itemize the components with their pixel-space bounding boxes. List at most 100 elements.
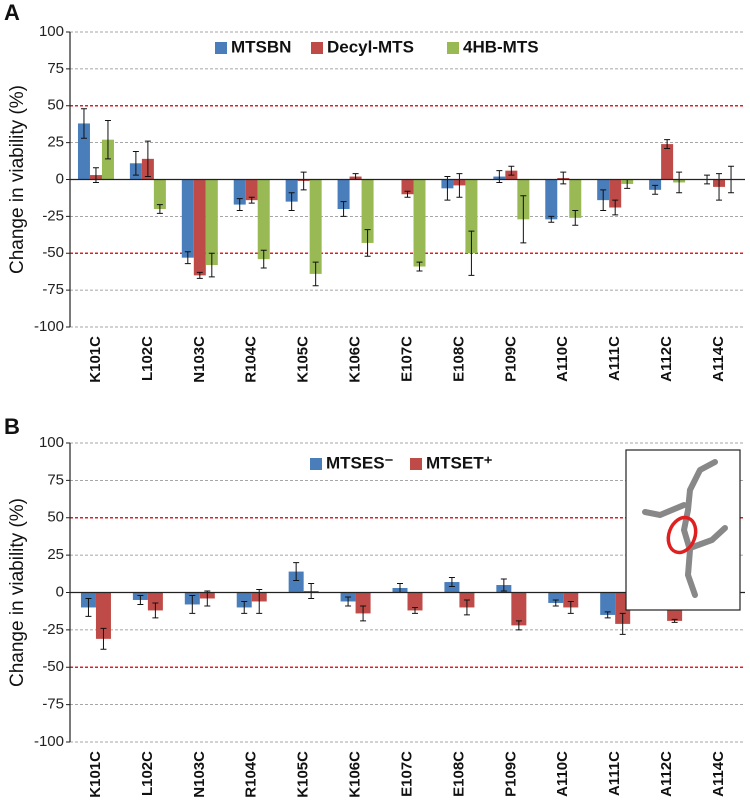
error-bar — [500, 578, 507, 592]
x-tick-label: E108C — [450, 336, 467, 382]
legend-swatch — [215, 42, 227, 54]
legend-label: MTSBN — [231, 37, 291, 56]
error-bar — [293, 562, 300, 582]
y-tick-label: -25 — [42, 621, 64, 638]
bar — [288, 571, 304, 593]
error-bar — [600, 189, 607, 211]
bar — [257, 179, 270, 260]
bar — [511, 592, 527, 626]
bar — [95, 592, 111, 639]
bar — [361, 179, 374, 243]
error-bar — [604, 611, 611, 619]
error-bar — [137, 594, 144, 605]
error-bar — [716, 173, 723, 201]
y-tick-label: -75 — [42, 696, 64, 713]
y-tick-label: 75 — [47, 60, 64, 77]
y-axis-title: Change in viability (%) — [7, 85, 28, 274]
y-tick-label: -75 — [42, 281, 64, 298]
error-bar — [288, 192, 295, 211]
error-bar — [208, 252, 215, 278]
legend-swatch — [410, 458, 422, 470]
error-bar — [248, 196, 255, 204]
bar — [309, 179, 322, 274]
error-bar — [256, 589, 263, 614]
x-tick-label: E107C — [398, 336, 415, 382]
x-tick-label: A112C — [658, 336, 675, 382]
inset-structure — [642, 459, 728, 598]
x-tick-label: N103C — [191, 751, 208, 798]
error-bar — [664, 139, 671, 150]
error-bar — [80, 108, 87, 139]
error-bar — [104, 120, 111, 160]
legend-label: MTSES⁻ — [326, 453, 394, 472]
legend-swatch — [447, 42, 459, 54]
bar — [355, 592, 371, 614]
error-bar — [448, 577, 455, 588]
error-bar — [364, 229, 371, 257]
error-bar — [496, 170, 503, 183]
y-tick-label: -100 — [34, 733, 64, 750]
panel-label: A — [4, 0, 20, 25]
error-bar — [308, 583, 315, 599]
bar — [245, 179, 258, 201]
y-tick-label: 25 — [47, 546, 64, 563]
y-tick-label: 0 — [56, 583, 64, 600]
error-bar — [156, 204, 163, 214]
x-tick-label: L102C — [139, 751, 156, 796]
bar — [563, 592, 579, 608]
x-tick-label: K105C — [295, 751, 312, 798]
error-bar — [671, 618, 678, 623]
error-bar — [85, 597, 92, 617]
x-tick-label: K101C — [87, 336, 104, 383]
error-bar — [572, 209, 579, 226]
error-bar — [456, 173, 463, 198]
y-tick-label: 0 — [56, 170, 64, 187]
y-tick-label: -100 — [34, 318, 64, 335]
y-tick-label: -50 — [42, 658, 64, 675]
error-bar — [520, 195, 527, 244]
legend-label: 4HB-MTS — [463, 37, 539, 56]
panel-label: B — [4, 414, 20, 439]
error-bar — [196, 271, 203, 279]
inset — [625, 449, 741, 611]
x-tick-label: L102C — [139, 336, 156, 381]
bar — [401, 179, 414, 195]
y-tick-label: 25 — [47, 134, 64, 151]
x-tick-label: E107C — [398, 751, 415, 797]
legend-label: MTSET⁺ — [426, 453, 493, 472]
y-tick-label: -25 — [42, 207, 64, 224]
bar — [444, 582, 460, 593]
error-bar — [360, 605, 367, 622]
bar — [147, 592, 163, 611]
bar — [181, 179, 194, 258]
error-bar — [241, 600, 248, 614]
x-tick-label: A114C — [710, 751, 727, 797]
error-bar — [444, 176, 451, 201]
error-bar — [204, 590, 211, 607]
error-bar — [567, 600, 574, 614]
bar — [465, 179, 478, 254]
error-bar — [132, 150, 139, 176]
bar — [413, 179, 426, 267]
error-bar — [552, 599, 559, 607]
bar — [236, 592, 252, 608]
x-tick-label: P109C — [502, 336, 519, 382]
x-tick-label: A110C — [554, 751, 571, 797]
error-bar — [404, 190, 411, 198]
bar — [407, 592, 423, 611]
error-bar — [508, 165, 515, 176]
error-bar — [652, 184, 659, 195]
y-tick-label: -50 — [42, 244, 64, 261]
legend-swatch — [311, 42, 323, 54]
bar — [193, 179, 206, 276]
error-bar — [463, 599, 470, 616]
error-bar — [144, 140, 151, 178]
bar — [569, 179, 582, 218]
x-tick-label: K106C — [347, 336, 364, 383]
error-bar — [468, 230, 475, 276]
error-bar — [515, 620, 522, 631]
error-bar — [152, 602, 159, 619]
error-bar — [676, 171, 683, 194]
bar — [649, 179, 662, 190]
